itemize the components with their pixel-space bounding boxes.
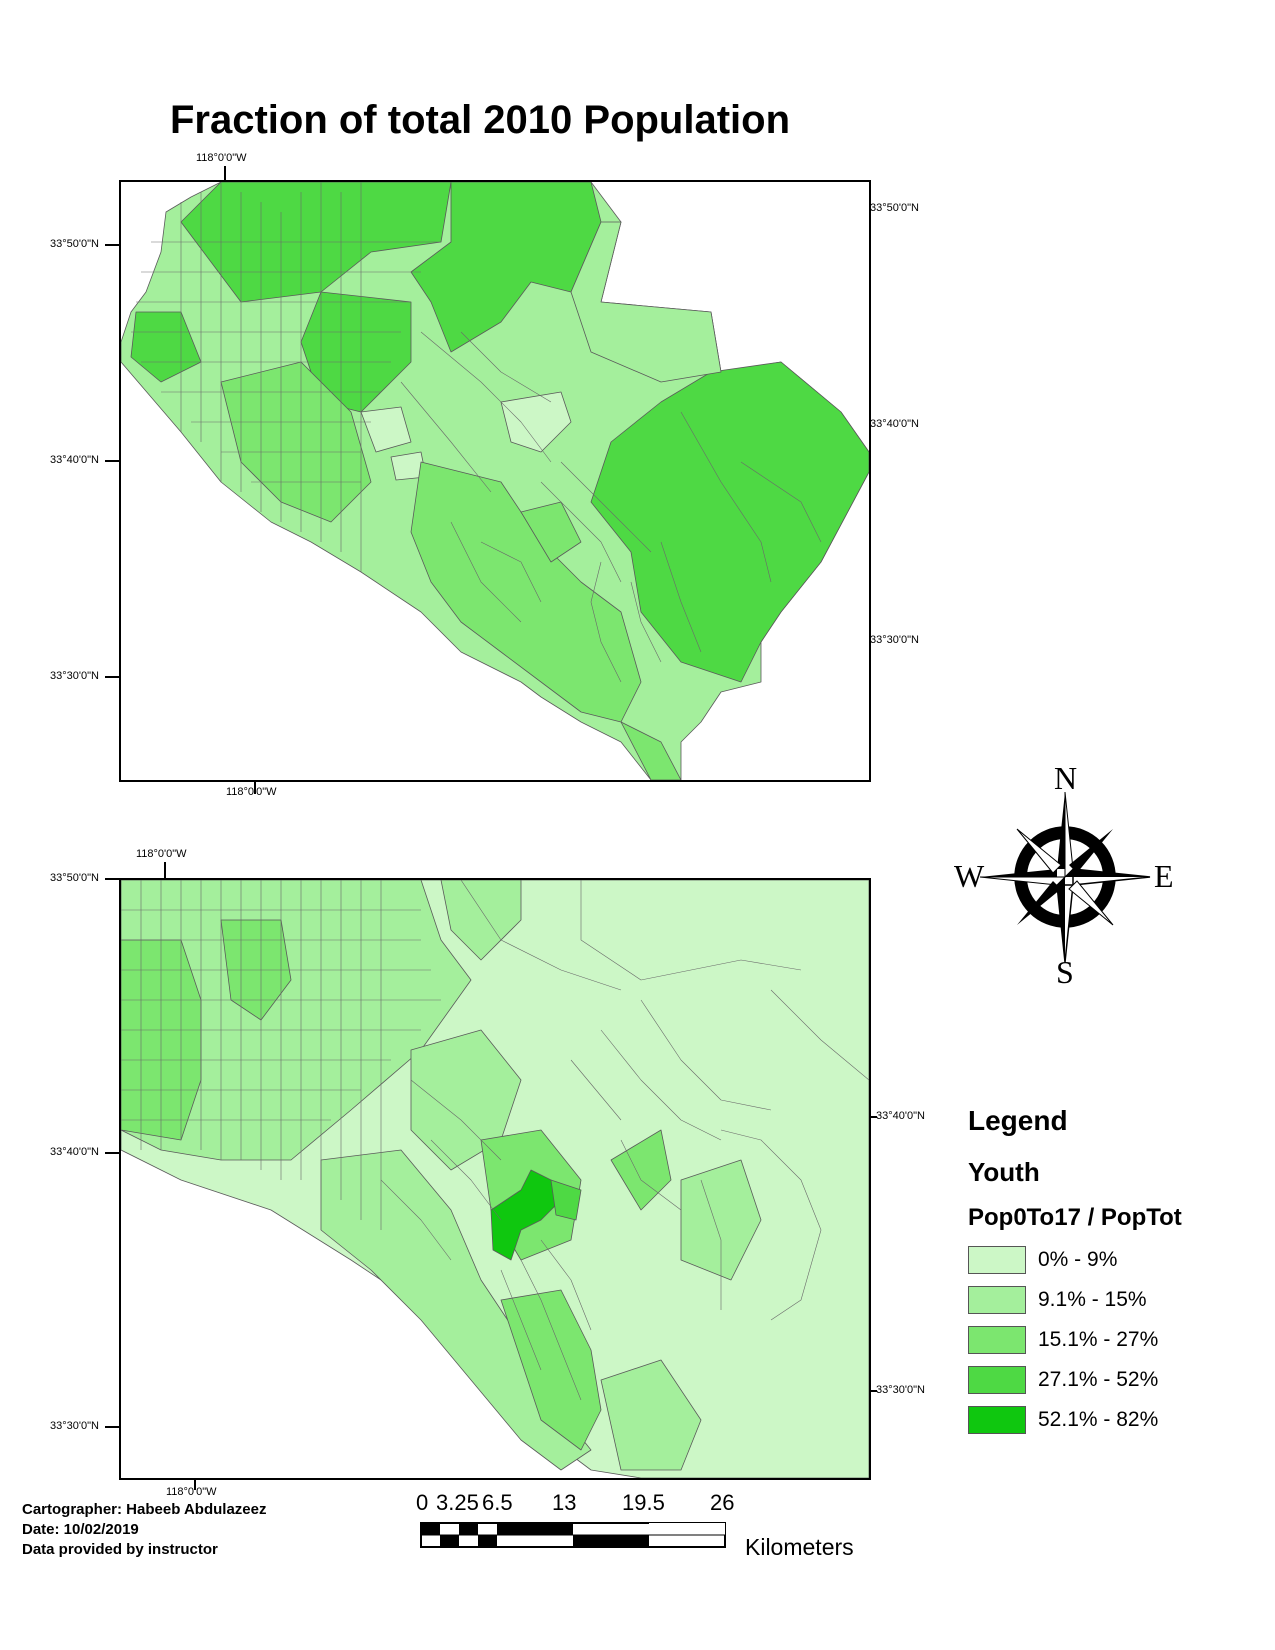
compass-north-label: N [1054,760,1078,796]
scale-label-2: 6.5 [482,1490,513,1515]
bottom-map-svg [121,880,869,1478]
top-map-zone-south-3 [520,501,582,563]
bottom-map-lat-tick-left-3 [105,1426,119,1428]
legend-title: Legend [968,1105,1068,1136]
legend-class-list: 0% - 9% 9.1% - 15% 15.1% - 27% 27.1% - 52% 5… [968,1240,1258,1440]
top-map-zone-east-hills [590,361,869,683]
legend-item: 15.1% - 27% [968,1320,1258,1360]
top-map-lat-label-left-3: 33°30'0"N [50,670,99,682]
top-map-lon-label-bottom: 118°0'0"W [226,786,277,798]
top-map-lon-tick-bottom [254,782,256,794]
bottom-map-zone-south-dark [500,1289,602,1451]
scale-bar: 0 3.25 6.5 13 19.5 26 Kilometers [416,1490,890,1560]
bottom-map-lat-label-left-3: 33°30'0"N [50,1420,99,1432]
top-map-svg [121,182,869,780]
top-map-lat-label-left-2: 33°40'0"N [50,454,99,466]
bottom-map-zone-south-1 [320,1149,592,1471]
credit-source: Data provided by instructor [22,1541,218,1558]
bottom-map-lon-label-top: 118°0'0"W [136,848,187,860]
legend-swatch [968,1286,1026,1314]
legend-item-label: 15.1% - 27% [1038,1328,1159,1351]
bottom-map-lat-tick-left-1 [105,878,119,880]
compass-east-label: E [1154,858,1174,894]
top-map-lat-label-left-1: 33°50'0"N [50,238,99,250]
legend: Legend Youth Pop0To17 / PopTot 0% - 9% 9.… [968,1105,1258,1440]
compass-south-label: S [1056,954,1074,990]
bottom-map-frame [119,878,871,1480]
scale-label-0: 0 [416,1490,429,1515]
legend-item: 52.1% - 82% [968,1400,1258,1440]
scale-bar-graphic [420,1522,726,1548]
bottom-map-lat-tick-left-2 [105,1152,119,1154]
top-map-lat-tick-left-3 [105,676,119,678]
top-map-frame [119,180,871,782]
top-map-lat-label-right-3: 33°30'0"N [870,634,919,646]
top-map-zone-light-1 [500,391,572,453]
top-map-lat-tick-left-2 [105,460,119,462]
legend-item: 9.1% - 15% [968,1280,1258,1320]
bottom-map-zone-east-mid [680,1159,762,1281]
legend-item-label: 9.1% - 15% [1038,1288,1147,1311]
legend-item-label: 0% - 9% [1038,1248,1118,1271]
legend-item: 0% - 9% [968,1240,1258,1280]
legend-swatch [968,1326,1026,1354]
scale-label-5: 26 [710,1490,735,1515]
credit-date: Date: 10/02/2019 [22,1521,139,1538]
bottom-map-lat-tick-right-1 [871,1116,877,1118]
north-arrow-compass: N S W E [950,760,1180,992]
legend-item-label: 27.1% - 52% [1038,1368,1159,1391]
scale-label-4: 19.5 [622,1490,665,1515]
legend-item-label: 52.1% - 82% [1038,1408,1159,1431]
bottom-map-lon-tick-bottom [194,1480,196,1490]
compass-west-label: W [954,858,985,894]
top-map-lon-tick-top [224,166,226,180]
bottom-map-lon-tick-top [164,862,166,878]
credit-cartographer: Cartographer: Habeeb Abdulazeez [22,1501,267,1518]
top-map-zone-north-dark [410,182,602,353]
legend-item: 27.1% - 52% [968,1360,1258,1400]
top-map-lat-label-right-1: 33°50'0"N [870,202,919,214]
compass-rose-icon [979,791,1151,963]
bottom-map-zone-south-east [610,1129,672,1211]
scale-unit: Kilometers [745,1534,854,1560]
bottom-map-lat-label-right-1: 33°40'0"N [876,1110,925,1122]
bottom-map-lon-label-bottom: 118°0'0"W [166,1486,217,1498]
bottom-map-lat-tick-right-2 [871,1390,877,1392]
scale-label-3: 13 [552,1490,577,1515]
map-credits: Cartographer: Habeeb Abdulazeez Date: 10… [22,1500,267,1560]
bottom-map-lat-label-right-2: 33°30'0"N [876,1384,925,1396]
legend-field-name: Pop0To17 / PopTot [968,1204,1182,1231]
bottom-map-zone-highest-2 [550,1179,582,1221]
bottom-map-zone-coast [600,1359,702,1471]
legend-swatch [968,1366,1026,1394]
scale-label-1: 3.25 [436,1490,479,1515]
bottom-map-lat-label-left-2: 33°40'0"N [50,1146,99,1158]
top-map-lat-label-right-2: 33°40'0"N [870,418,919,430]
legend-layer-name: Youth [968,1157,1040,1187]
map-title: Fraction of total 2010 Population [169,98,791,142]
top-map-lat-tick-left-1 [105,244,119,246]
bottom-map-lat-label-left-1: 33°50'0"N [50,872,99,884]
top-map-zone-light-2 [360,406,412,453]
top-map-lon-label-top: 118°0'0"W [196,152,247,164]
legend-swatch [968,1246,1026,1274]
bottom-map-zone-highest [490,1169,562,1261]
top-map-zone-northeast [570,221,722,383]
legend-swatch [968,1406,1026,1434]
top-map-zone-coast [620,721,682,780]
